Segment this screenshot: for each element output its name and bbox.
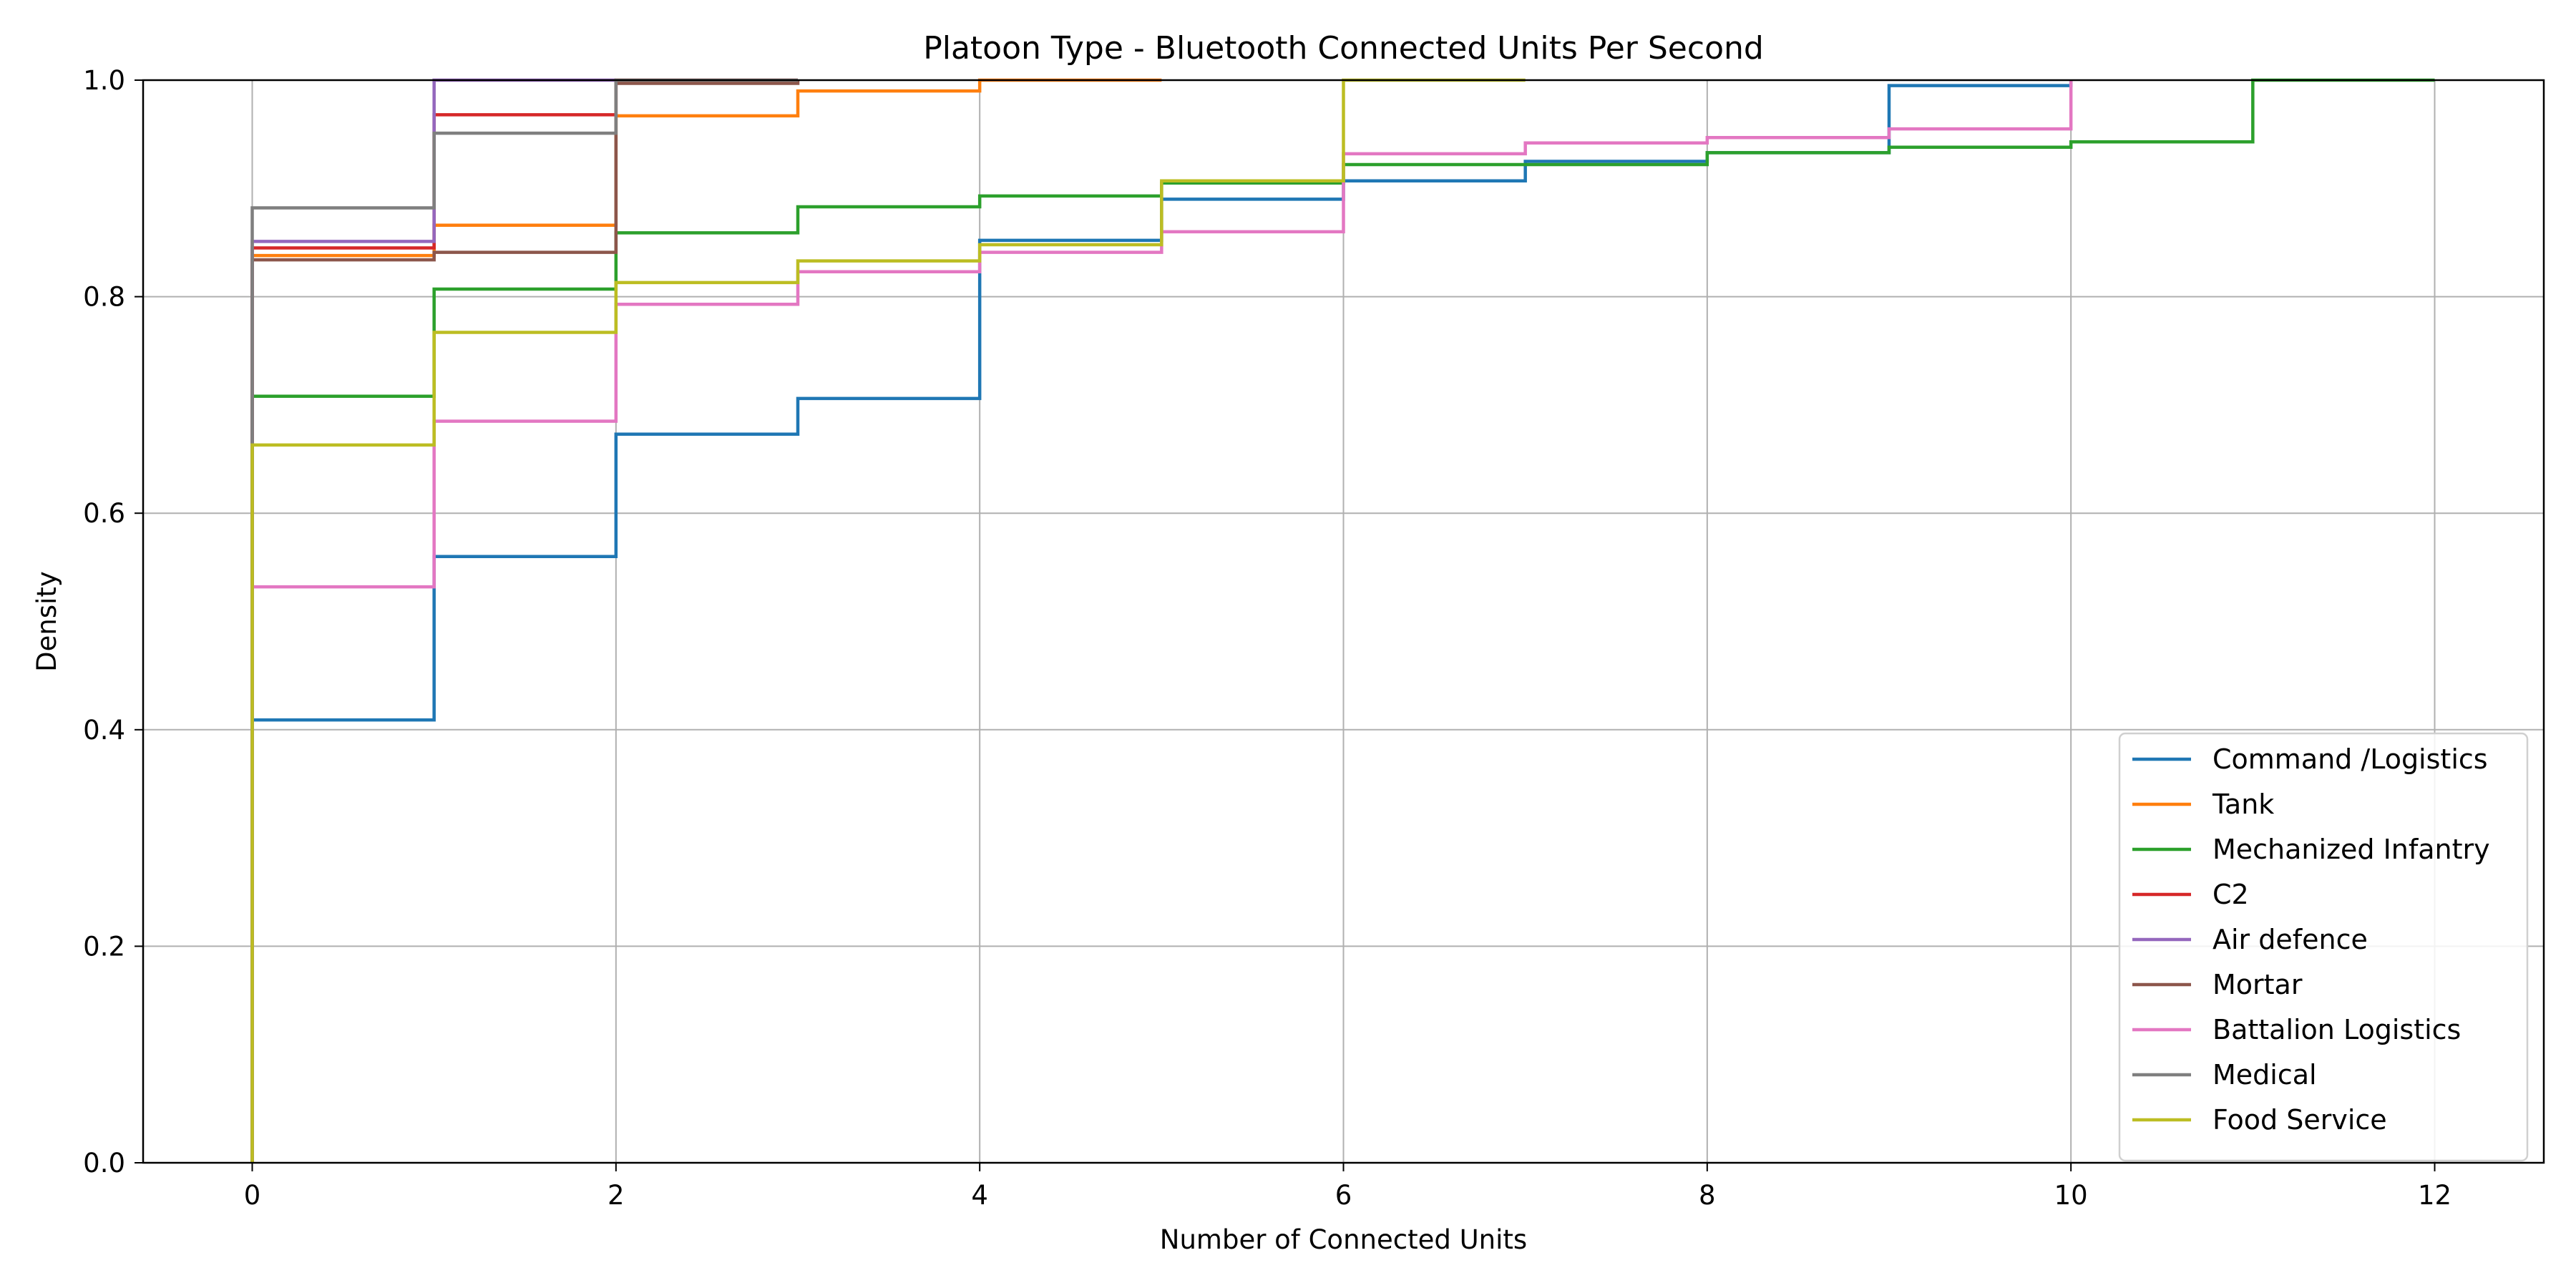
series-line-mortar (250, 80, 800, 1163)
legend-label: Tank (2212, 789, 2274, 820)
y-tick-label: 0.2 (83, 931, 125, 962)
legend: Command /Logistics Tank Mechanized Infantr… (2118, 732, 2529, 1162)
legend-label: Air defence (2212, 924, 2368, 955)
series-layer (250, 78, 2435, 1163)
tick-layer: 0 2 4 6 8 10 12 0.0 0.2 0.4 0.6 0.8 1.0 (83, 65, 2451, 1211)
legend-label: Mortar (2212, 969, 2303, 1000)
series-line-food-service (250, 78, 1526, 1163)
x-tick-label: 12 (2418, 1180, 2451, 1211)
x-tick-label: 6 (1335, 1180, 1352, 1211)
legend-label: Medical (2212, 1059, 2317, 1091)
x-tick-label: 8 (1699, 1180, 1716, 1211)
x-axis-label: Number of Connected Units (1160, 1224, 1527, 1255)
legend-label: Food Service (2212, 1104, 2387, 1136)
y-tick-label: 1.0 (83, 65, 125, 96)
y-tick-label: 0.6 (83, 498, 125, 529)
legend-label: C2 (2212, 879, 2249, 910)
legend-label: Command /Logistics (2212, 743, 2488, 775)
y-axis-label: Density (31, 571, 62, 672)
chart-title: Platoon Type - Bluetooth Connected Units… (923, 30, 1764, 67)
x-tick-label: 10 (2054, 1180, 2088, 1211)
x-tick-label: 2 (608, 1180, 625, 1211)
x-tick-label: 4 (971, 1180, 988, 1211)
y-tick-label: 0.8 (83, 282, 125, 313)
series-line-mechanized-infantry (250, 78, 2435, 1163)
legend-label: Mechanized Infantry (2212, 834, 2490, 865)
legend-label: Battalion Logistics (2212, 1014, 2461, 1045)
y-tick-label: 0.0 (83, 1148, 125, 1179)
legend-box (2118, 732, 2529, 1162)
y-tick-label: 0.4 (83, 715, 125, 746)
x-tick-label: 0 (244, 1180, 261, 1211)
